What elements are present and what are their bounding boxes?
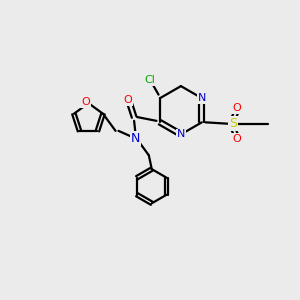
Text: O: O — [123, 95, 132, 105]
Text: N: N — [177, 129, 185, 140]
Text: N: N — [131, 132, 140, 145]
Text: Cl: Cl — [144, 75, 155, 85]
Text: N: N — [198, 93, 206, 103]
Text: O: O — [232, 103, 241, 113]
Text: O: O — [81, 97, 90, 107]
Text: O: O — [232, 134, 241, 144]
Text: S: S — [229, 117, 237, 130]
